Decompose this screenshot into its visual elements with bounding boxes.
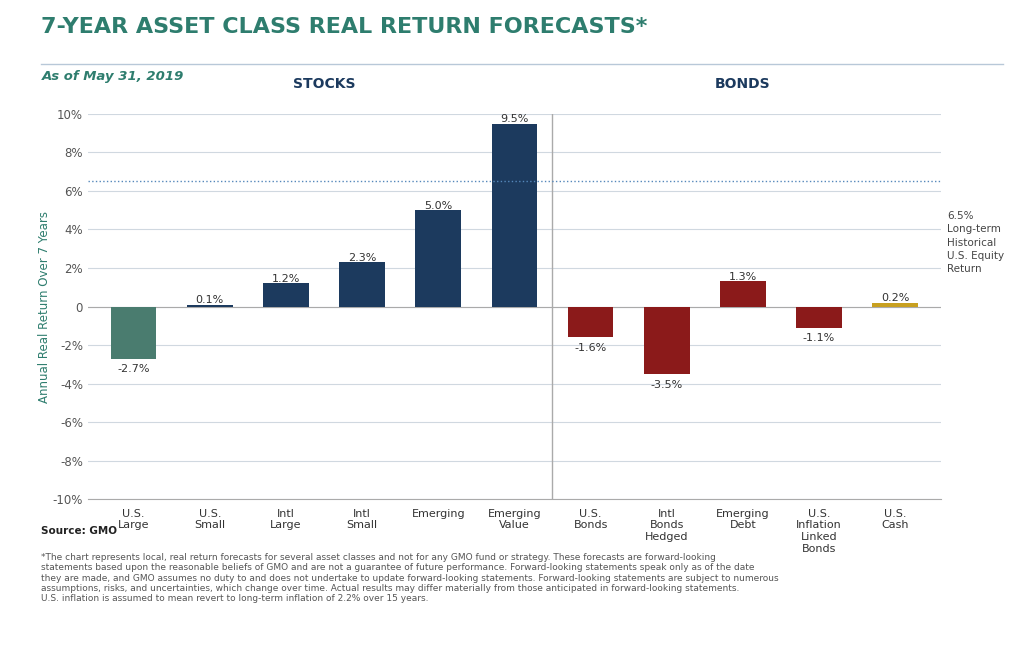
Text: -1.6%: -1.6% bbox=[575, 343, 607, 353]
Y-axis label: Annual Real Return Over 7 Years: Annual Real Return Over 7 Years bbox=[38, 210, 51, 403]
Bar bbox=[111, 306, 156, 358]
Bar bbox=[568, 306, 613, 337]
Bar bbox=[187, 305, 233, 306]
Text: 1.3%: 1.3% bbox=[729, 272, 757, 282]
Text: -3.5%: -3.5% bbox=[650, 379, 682, 389]
Bar bbox=[416, 210, 461, 306]
Bar bbox=[644, 306, 690, 374]
Bar bbox=[720, 281, 766, 306]
Text: 9.5%: 9.5% bbox=[500, 115, 528, 125]
Text: BONDS: BONDS bbox=[716, 77, 770, 90]
Bar bbox=[873, 303, 918, 306]
Text: 0.1%: 0.1% bbox=[195, 295, 224, 306]
Bar bbox=[339, 262, 385, 306]
Text: 2.3%: 2.3% bbox=[347, 253, 376, 263]
Text: -2.7%: -2.7% bbox=[117, 364, 150, 374]
Bar bbox=[263, 283, 309, 306]
Text: 1.2%: 1.2% bbox=[272, 274, 300, 284]
Bar bbox=[796, 306, 842, 328]
Text: 0.2%: 0.2% bbox=[881, 293, 910, 304]
Text: 6.5%
Long-term
Historical
U.S. Equity
Return: 6.5% Long-term Historical U.S. Equity Re… bbox=[947, 211, 1004, 274]
Text: Source: GMO: Source: GMO bbox=[41, 526, 118, 536]
Text: 5.0%: 5.0% bbox=[424, 201, 452, 211]
Text: As of May 31, 2019: As of May 31, 2019 bbox=[41, 70, 184, 83]
Text: *The chart represents local, real return forecasts for several asset classes and: *The chart represents local, real return… bbox=[41, 553, 779, 604]
Text: 7-YEAR ASSET CLASS REAL RETURN FORECASTS*: 7-YEAR ASSET CLASS REAL RETURN FORECASTS… bbox=[41, 17, 647, 37]
Text: -1.1%: -1.1% bbox=[803, 333, 835, 343]
Bar bbox=[491, 123, 538, 306]
Text: STOCKS: STOCKS bbox=[293, 77, 356, 90]
